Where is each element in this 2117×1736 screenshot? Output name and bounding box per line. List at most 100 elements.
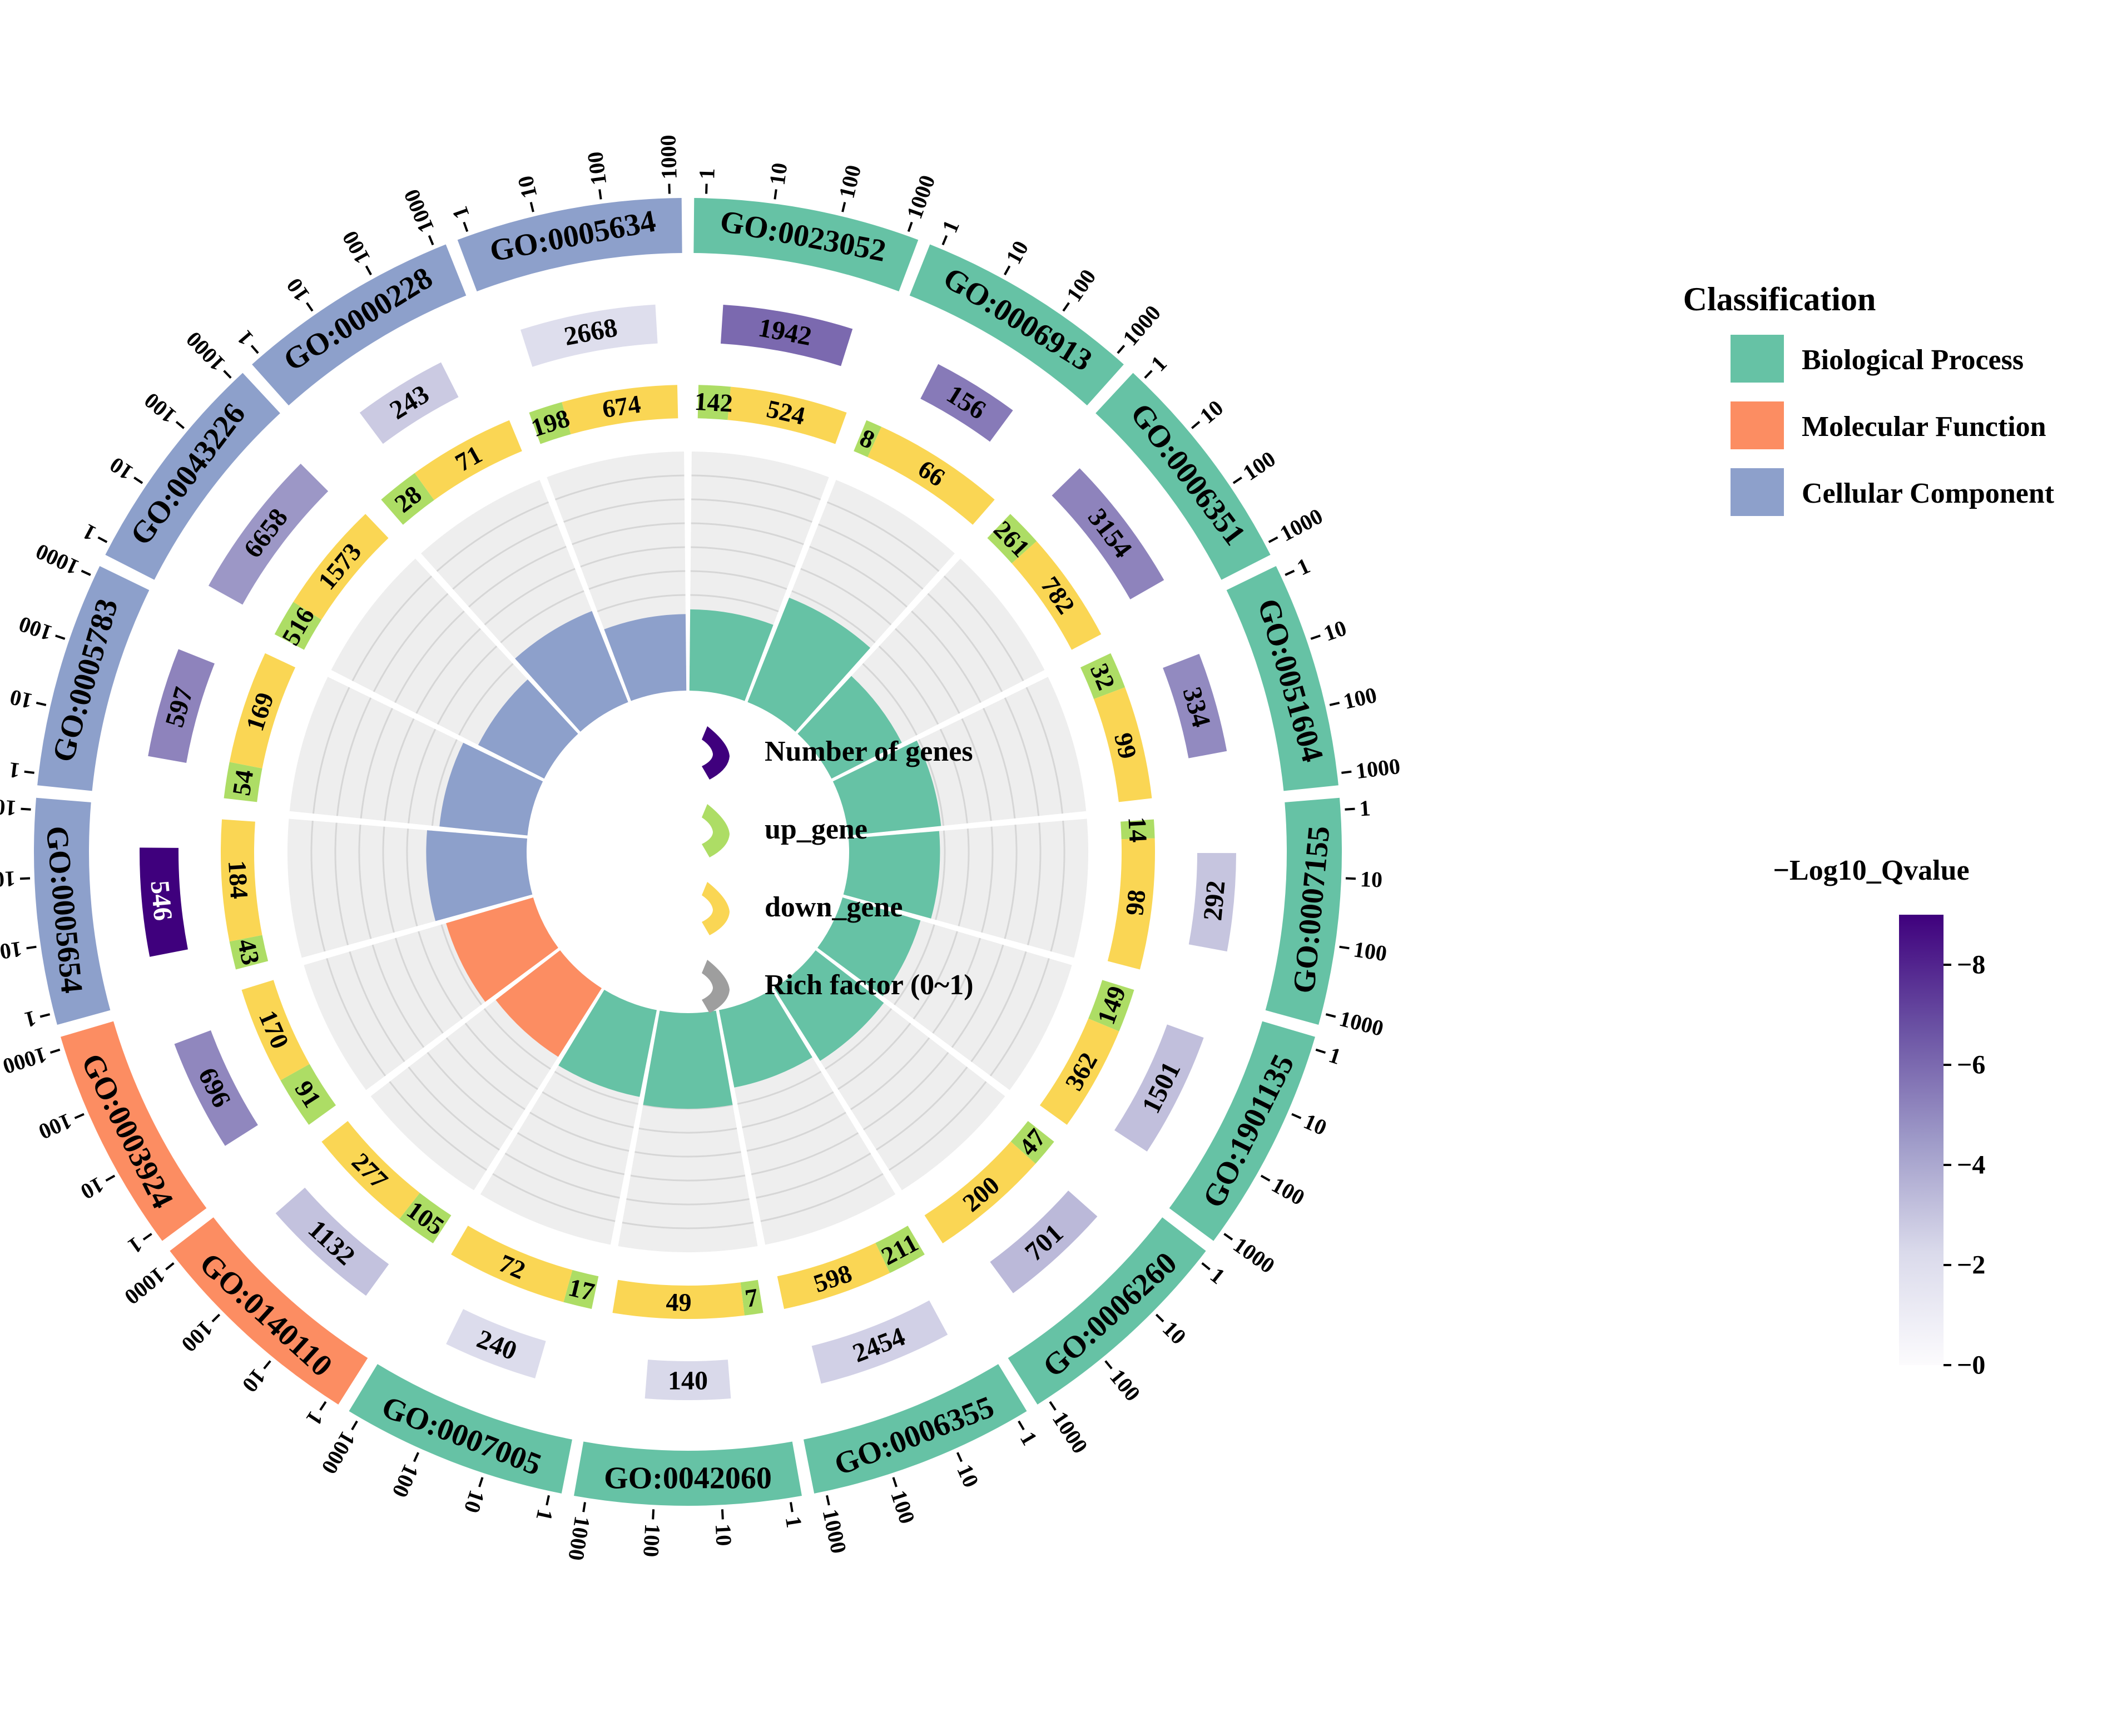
rich-factor-gridline bbox=[889, 1081, 987, 1171]
scale-label: 1000 bbox=[1229, 1232, 1280, 1278]
scale-label: 1000 bbox=[1048, 1407, 1093, 1458]
rich-factor-gridline bbox=[927, 593, 1003, 692]
gene-count-bar bbox=[720, 305, 853, 366]
scale-label: 1 bbox=[781, 1515, 807, 1530]
rich-factor-gridline bbox=[691, 546, 796, 568]
rich-factor-gridline bbox=[1025, 687, 1063, 814]
rich-factor-gridline bbox=[751, 1132, 859, 1175]
scale-label: 1 bbox=[22, 1006, 38, 1033]
rich-factor-gridline bbox=[394, 611, 465, 703]
down-gene-swatch bbox=[702, 882, 730, 935]
scale-label: 1000 bbox=[0, 1042, 50, 1079]
rich-factor-gridline bbox=[989, 958, 1050, 1077]
rich-factor-gridline bbox=[970, 951, 1027, 1063]
scale-label: 1000 bbox=[1118, 300, 1166, 350]
rich-factor-gridline bbox=[418, 931, 463, 1020]
rich-factor-bar bbox=[843, 831, 940, 919]
down-gene-label: 49 bbox=[666, 1288, 692, 1317]
scale-label: 1000 bbox=[563, 1515, 595, 1563]
rich-factor-gridline bbox=[529, 1112, 629, 1152]
scale-tick bbox=[941, 235, 948, 246]
rich-factor-gridline bbox=[408, 1066, 500, 1151]
down-gene-bar bbox=[562, 385, 678, 434]
rich-factor-gridline bbox=[630, 1174, 746, 1182]
scale-tick bbox=[428, 235, 434, 246]
rich-factor-gridline bbox=[894, 924, 935, 1005]
scale-tick bbox=[49, 1048, 61, 1054]
category-band bbox=[1226, 566, 1338, 791]
rich-factor-gridline bbox=[742, 1091, 834, 1128]
category-band bbox=[105, 373, 280, 580]
rich-factor-gridline bbox=[445, 1037, 525, 1110]
rich-factor-gridline bbox=[500, 590, 584, 643]
scale-label: 1000 bbox=[0, 793, 17, 821]
scale-tick bbox=[142, 1233, 152, 1241]
scale-tick bbox=[74, 1113, 85, 1119]
scale-tick bbox=[1201, 1262, 1211, 1271]
rich-factor-bar bbox=[643, 1010, 733, 1109]
scale-label: 100 bbox=[638, 1523, 665, 1558]
rich-factor-gridline bbox=[932, 938, 981, 1034]
scale-tick bbox=[97, 536, 108, 543]
scale-label: 1000 bbox=[1355, 753, 1402, 783]
rich-factor-gridline bbox=[326, 958, 386, 1077]
scale-label: 10 bbox=[711, 1523, 737, 1546]
scale-label: 10 bbox=[1001, 236, 1034, 268]
rich-factor-gridline bbox=[1004, 697, 1040, 816]
category-band bbox=[61, 1021, 207, 1241]
scale-label: 10 bbox=[7, 685, 34, 714]
rich-factor-bar bbox=[495, 950, 602, 1057]
category-band bbox=[457, 198, 682, 292]
rich-factor-gridline bbox=[468, 545, 567, 608]
category-band bbox=[1265, 797, 1342, 1025]
down-gene-bar bbox=[229, 653, 296, 768]
gene-count-label: 292 bbox=[1198, 879, 1231, 922]
rich-factor-gridline bbox=[1027, 822, 1042, 945]
rich-factor-gridline bbox=[360, 708, 393, 819]
scale-tick bbox=[582, 1502, 586, 1512]
rich-factor-gridline bbox=[452, 523, 558, 590]
scale-label: 1 bbox=[937, 216, 964, 236]
scale-label: 100 bbox=[1352, 936, 1389, 966]
rich-factor-gridline bbox=[542, 1091, 634, 1128]
rich-factor-bar bbox=[747, 597, 871, 732]
scale-tick bbox=[1260, 1174, 1271, 1182]
scale-tick bbox=[1018, 1420, 1025, 1431]
rich-factor-gridline bbox=[415, 628, 481, 714]
rich-factor-gridline bbox=[958, 829, 970, 926]
scale-label: 10 bbox=[765, 161, 792, 187]
scale-label: 100 bbox=[337, 227, 375, 268]
scale-label: 100 bbox=[0, 866, 16, 892]
scale-tick bbox=[1268, 536, 1278, 543]
up-gene-bar bbox=[697, 385, 731, 420]
scale-label: 1000 bbox=[901, 172, 940, 222]
scale-tick bbox=[81, 569, 91, 576]
rich-factor-gridline bbox=[690, 594, 779, 613]
rich-factor-gridline bbox=[638, 1127, 737, 1134]
scale-label: 1 bbox=[301, 1407, 329, 1430]
rich-factor-gridline bbox=[825, 1008, 893, 1070]
scale-tick bbox=[319, 1401, 327, 1411]
rich-factor-gridline bbox=[563, 498, 685, 523]
genes-swatch bbox=[702, 726, 730, 780]
scale-label: 1000 bbox=[1337, 1006, 1386, 1041]
up-gene-bar bbox=[987, 514, 1037, 564]
rich-factor-gridline bbox=[634, 1151, 741, 1158]
scale-label: 1 bbox=[7, 757, 21, 783]
up-gene-bar bbox=[280, 1064, 336, 1125]
rich-factor-bar bbox=[774, 950, 884, 1061]
center-legend-item-down: down_gene bbox=[702, 882, 903, 935]
colorbar-gradient bbox=[1899, 915, 1944, 1365]
down-gene-bar bbox=[220, 819, 262, 942]
scale-label: 100 bbox=[139, 388, 181, 428]
scale-tick bbox=[1232, 477, 1242, 484]
scale-tick bbox=[1310, 634, 1321, 640]
gene-count-bar bbox=[359, 362, 459, 444]
colorbar-title: −Log10_Qvalue bbox=[1773, 855, 1969, 886]
up-gene-bar bbox=[224, 762, 262, 802]
scale-label: 10 bbox=[105, 452, 137, 485]
